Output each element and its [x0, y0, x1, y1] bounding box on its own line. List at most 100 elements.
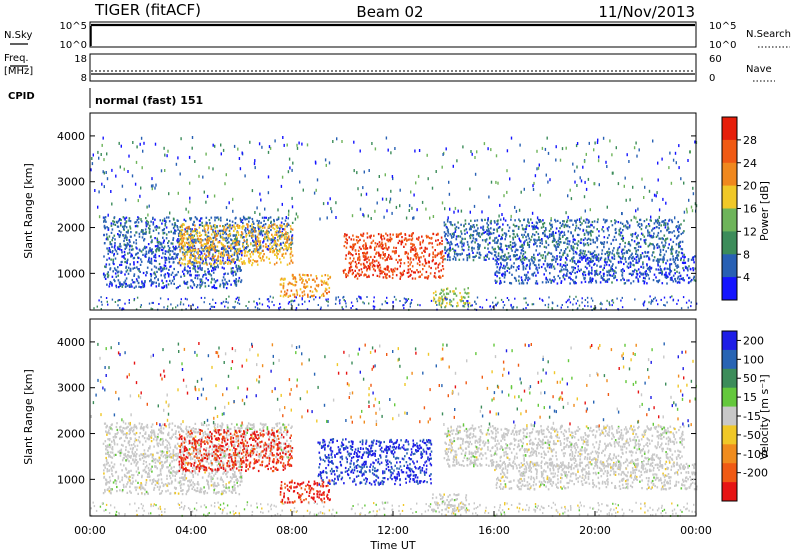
- power-data-cell: [243, 239, 245, 242]
- power-data-cell: [422, 268, 424, 271]
- power-data-cell: [687, 259, 690, 262]
- power-data-cell: [145, 217, 147, 220]
- power-data-cell: [384, 272, 386, 275]
- power-data-cell: [694, 255, 696, 258]
- power-data-cell: [358, 246, 361, 249]
- power-data-cell: [470, 219, 472, 222]
- power-noise-cell: [476, 150, 478, 154]
- power-data-cell: [223, 238, 226, 241]
- power-data-cell: [222, 255, 225, 258]
- power-data-cell: [109, 282, 111, 286]
- power-data-cell: [463, 229, 466, 232]
- power-data-cell: [671, 246, 673, 249]
- power-data-cell: [650, 234, 652, 237]
- power-near-range-cell: [148, 302, 151, 305]
- power-data-cell: [368, 235, 371, 238]
- power-data-cell: [207, 271, 209, 274]
- power-data-cell: [258, 255, 260, 258]
- power-data-cell: [596, 238, 599, 241]
- power-data-cell: [485, 238, 488, 241]
- power-data-cell: [403, 245, 405, 248]
- power-data-cell: [667, 246, 670, 250]
- power-data-cell: [212, 268, 215, 271]
- power-data-cell: [373, 234, 375, 237]
- power-data-cell: [678, 281, 681, 284]
- power-data-cell: [369, 262, 372, 265]
- power-data-cell: [434, 254, 436, 257]
- power-data-cell: [103, 272, 105, 275]
- power-data-cell: [282, 282, 285, 285]
- power-noise-cell: [241, 151, 243, 155]
- power-data-cell: [509, 235, 511, 238]
- power-data-cell: [550, 224, 553, 227]
- power-data-cell: [355, 263, 358, 266]
- power-data-cell: [411, 245, 414, 248]
- power-data-cell: [625, 251, 628, 254]
- power-data-cell: [180, 243, 182, 246]
- power-data-cell: [454, 244, 457, 247]
- power-data-cell: [592, 278, 594, 281]
- power-data-cell: [419, 241, 421, 244]
- power-data-cell: [580, 251, 582, 254]
- power-data-cell: [184, 258, 186, 261]
- power-data-cell: [608, 270, 610, 273]
- power-data: [90, 136, 698, 311]
- power-data-cell: [176, 241, 179, 244]
- power-data-cell: [115, 275, 118, 278]
- power-data-cell: [150, 275, 152, 278]
- power-noise-cell: [315, 188, 317, 192]
- power-noise-cell: [374, 147, 377, 151]
- power-data-cell: [554, 220, 557, 223]
- power-data-cell: [388, 253, 390, 257]
- power-data-cell: [258, 251, 260, 254]
- power-data-cell: [154, 277, 156, 280]
- power-data-cell: [678, 230, 680, 234]
- power-near-range-cell: [676, 302, 678, 305]
- power-data-cell: [153, 271, 156, 274]
- power-data-cell: [249, 249, 251, 252]
- power-data-cell: [677, 228, 679, 231]
- power-data-cell: [195, 286, 198, 289]
- power-data-cell: [295, 280, 298, 284]
- power-data-cell: [472, 255, 474, 259]
- power-data-cell: [540, 265, 543, 269]
- power-data-cell: [232, 258, 234, 261]
- power-data-cell: [183, 274, 186, 277]
- power-data-cell: [404, 252, 406, 255]
- power-data-cell: [671, 231, 673, 234]
- power-data-cell: [282, 228, 285, 231]
- power-data-cell: [558, 236, 561, 239]
- power-data-cell: [579, 223, 582, 227]
- power-near-range-cell: [403, 304, 405, 307]
- power-data-cell: [201, 258, 204, 261]
- power-data-cell: [189, 248, 191, 252]
- power-data-cell: [345, 275, 347, 279]
- power-data-cell: [661, 258, 663, 261]
- power-data-cell: [289, 230, 292, 233]
- power-data-cell: [285, 241, 287, 244]
- power-data-cell: [214, 261, 216, 264]
- power-data-cell: [289, 256, 292, 259]
- power-data-cell: [198, 226, 201, 229]
- power-data-cell: [504, 238, 506, 241]
- power-data-cell: [610, 220, 613, 223]
- power-near-range-cell: [167, 305, 169, 308]
- power-data-cell: [658, 227, 660, 230]
- power-near-range-cell: [476, 296, 479, 299]
- power-noise-cell: [282, 136, 284, 139]
- power-data-cell: [362, 232, 365, 235]
- power-data-cell: [207, 227, 210, 230]
- power-noise-cell: [359, 207, 362, 211]
- power-data-cell: [577, 268, 580, 271]
- power-data-cell: [573, 280, 575, 283]
- power-data-cell: [472, 224, 475, 227]
- power-data-cell: [591, 260, 593, 263]
- power-data-cell: [363, 264, 365, 267]
- power-noise-cell: [292, 161, 294, 165]
- power-data-cell: [317, 283, 320, 287]
- power-data-cell: [619, 221, 622, 224]
- power-data-cell: [570, 231, 572, 234]
- power-data-cell: [643, 255, 645, 258]
- power-data-cell: [290, 289, 293, 292]
- power-data-cell: [558, 230, 560, 233]
